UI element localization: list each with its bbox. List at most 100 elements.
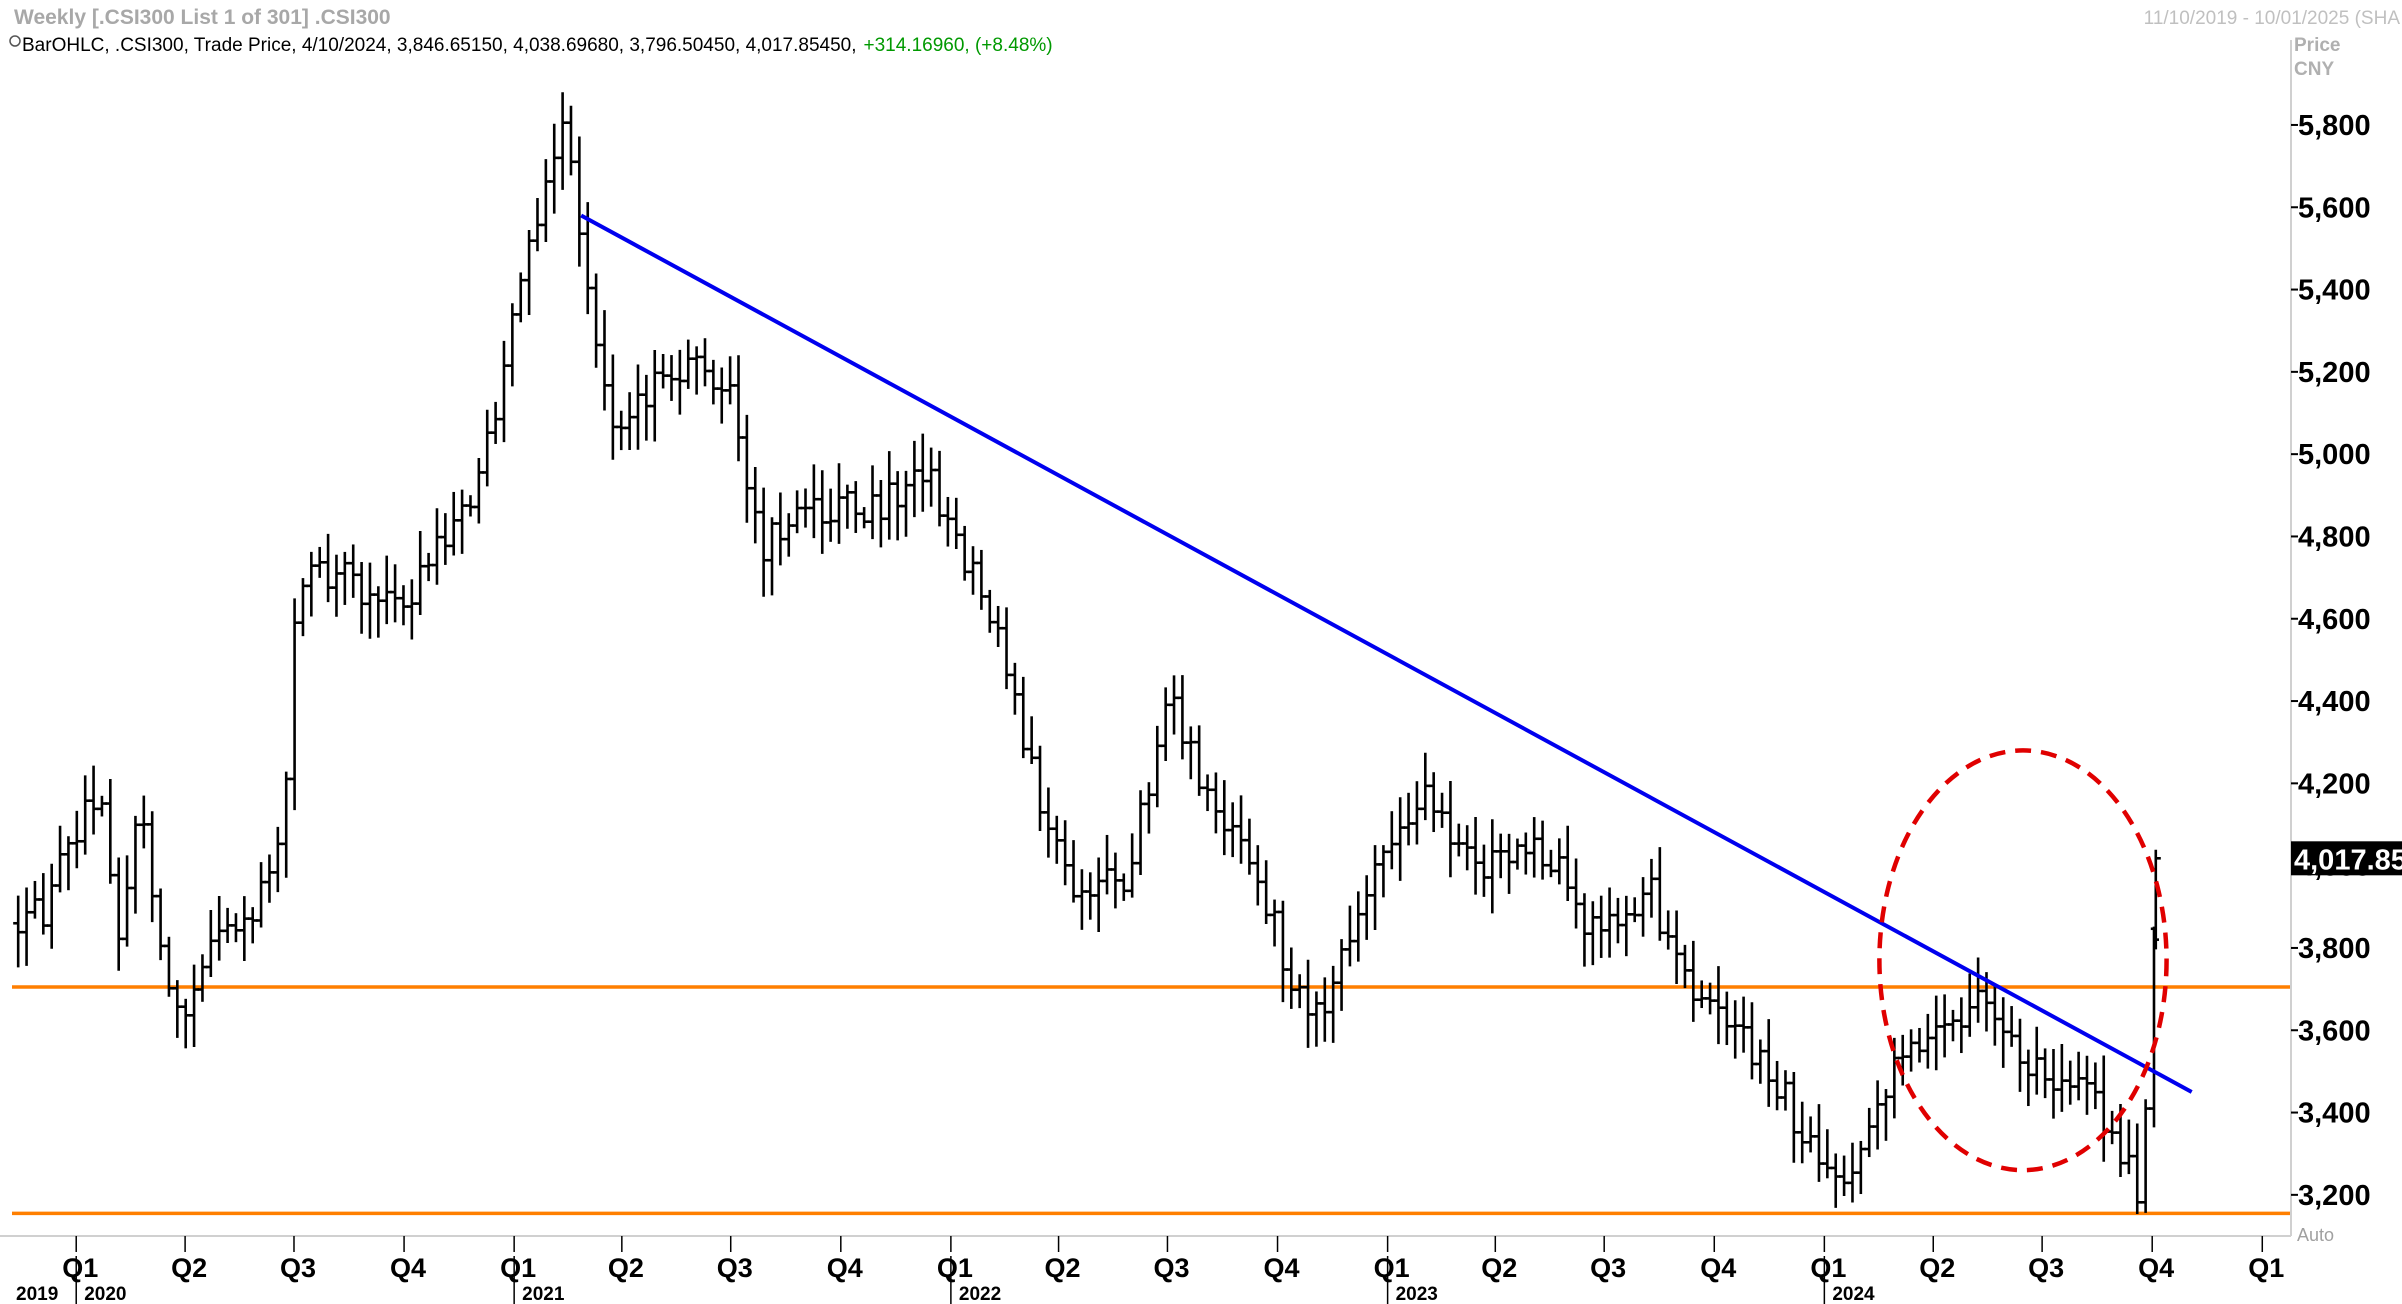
x-quarter-label: Q4 bbox=[1264, 1253, 1300, 1283]
x-quarter-label: Q1 bbox=[937, 1253, 973, 1283]
ohlc-bar bbox=[1185, 726, 1196, 780]
ohlc-bar bbox=[884, 451, 895, 540]
ohlc-bar bbox=[147, 811, 158, 923]
ohlc-bar bbox=[214, 896, 225, 961]
ohlc-bar bbox=[867, 465, 878, 540]
ohlc-bar bbox=[1621, 895, 1632, 957]
ohlc-bar bbox=[1001, 607, 1012, 690]
ohlc-bar bbox=[1453, 823, 1464, 857]
ohlc-bar bbox=[699, 338, 710, 387]
ohlc-bar bbox=[792, 490, 803, 534]
ohlc-bar bbox=[716, 367, 727, 424]
ohlc-bar bbox=[1897, 1034, 1908, 1086]
y-tick-label: 5,400 bbox=[2298, 275, 2371, 307]
ohlc-bar bbox=[1227, 802, 1238, 858]
ohlc-bar bbox=[1160, 687, 1171, 762]
ohlc-bar bbox=[1470, 816, 1481, 895]
ohlc-bar bbox=[272, 826, 283, 893]
ohlc-bar bbox=[1127, 833, 1138, 898]
ohlc-bar bbox=[306, 551, 317, 617]
ohlc-bar bbox=[775, 492, 786, 566]
ohlc-bar bbox=[926, 447, 937, 507]
ohlc-bar bbox=[1730, 1000, 1741, 1059]
ohlc-bar bbox=[942, 496, 953, 547]
ohlc-bar bbox=[725, 356, 736, 405]
ohlc-bar bbox=[398, 585, 409, 626]
y-tick-label: 5,200 bbox=[2298, 357, 2371, 389]
ohlc-bar bbox=[1830, 1153, 1841, 1208]
ohlc-bar bbox=[909, 440, 920, 518]
ohlc-bar bbox=[46, 863, 57, 949]
legend-line: BarOHLC, .CSI300, Trade Price, 4/10/2024… bbox=[22, 35, 1053, 56]
ohlc-bar bbox=[1328, 965, 1339, 1043]
ohlc-bar bbox=[524, 229, 535, 315]
ohlc-bar bbox=[490, 401, 501, 444]
ohlc-bar bbox=[55, 825, 66, 893]
ohlc-bar bbox=[691, 346, 702, 395]
ohlc-bar bbox=[917, 433, 928, 512]
ohlc-bar bbox=[205, 910, 216, 978]
ohlc-bar bbox=[356, 561, 367, 634]
ohlc-bar bbox=[1102, 834, 1113, 895]
legend: BarOHLC, .CSI300, Trade Price, 4/10/2024… bbox=[9, 35, 1053, 56]
ohlc-bar bbox=[1864, 1107, 1875, 1158]
ohlc-bar bbox=[557, 92, 568, 190]
ohlc-bar bbox=[565, 105, 576, 176]
ohlc-bar bbox=[767, 517, 778, 596]
x-quarter-label: Q1 bbox=[2248, 1253, 2284, 1283]
ohlc-bar bbox=[2006, 1006, 2017, 1047]
ohlc-bar bbox=[1554, 838, 1565, 885]
ohlc-bar bbox=[1663, 910, 1674, 950]
ohlc-bar bbox=[2107, 1110, 2118, 1145]
ohlc-bar bbox=[1143, 782, 1154, 834]
ohlc-bar bbox=[473, 458, 484, 524]
ohlc-bar bbox=[817, 470, 828, 554]
ohlc-bar bbox=[1813, 1104, 1824, 1182]
auto-scale-label[interactable]: Auto bbox=[2297, 1225, 2334, 1245]
y-tick-label: 3,200 bbox=[2298, 1180, 2371, 1212]
y-tick-label: 4,600 bbox=[2298, 604, 2371, 636]
x-quarter-label: Q1 bbox=[500, 1253, 536, 1283]
ohlc-bar bbox=[641, 374, 652, 441]
ohlc-bar bbox=[1989, 984, 2000, 1046]
ohlc-bar bbox=[1076, 869, 1087, 930]
x-quarter-label: Q4 bbox=[1700, 1253, 1736, 1283]
ohlc-bar bbox=[649, 349, 660, 442]
ohlc-bar bbox=[2040, 1048, 2051, 1099]
ohlc-bar bbox=[708, 359, 719, 405]
x-year-label: 2022 bbox=[959, 1284, 1001, 1304]
y-tick-label: 5,800 bbox=[2298, 110, 2371, 142]
ohlc-bar bbox=[758, 487, 769, 597]
ohlc-bar bbox=[1311, 991, 1322, 1047]
ohlc-bar bbox=[968, 546, 979, 595]
ohlc-bar bbox=[113, 857, 124, 971]
ohlc-bar bbox=[71, 810, 82, 869]
x-quarter-label: Q2 bbox=[171, 1253, 207, 1283]
ohlc-bar bbox=[264, 854, 275, 903]
x-quarter-label: Q3 bbox=[717, 1253, 753, 1283]
ohlc-bar bbox=[1805, 1116, 1816, 1153]
ohlc-bar bbox=[1252, 845, 1263, 906]
x-quarter-label: Q3 bbox=[1590, 1253, 1626, 1283]
ohlc-bar bbox=[381, 555, 392, 625]
ohlc-bar bbox=[1210, 772, 1221, 834]
ohlc-bar bbox=[1721, 991, 1732, 1046]
y-tick-label: 3,400 bbox=[2298, 1098, 2371, 1130]
ohlc-bar bbox=[2056, 1043, 2067, 1112]
ohlc-bar bbox=[1696, 980, 1707, 1009]
ohlc-bar bbox=[1755, 1039, 1766, 1084]
legend-marker-icon bbox=[9, 35, 21, 47]
x-quarter-label: Q1 bbox=[1374, 1253, 1410, 1283]
ohlc-bar bbox=[1487, 819, 1498, 914]
y-tick-label: 5,600 bbox=[2298, 192, 2371, 224]
ohlc-bar bbox=[2014, 1018, 2025, 1092]
ohlc-bar bbox=[984, 589, 995, 633]
ohlc-bar bbox=[230, 913, 241, 943]
ohlc-bar bbox=[1822, 1129, 1833, 1179]
ohlc-bar bbox=[406, 579, 417, 640]
ohlc-bar bbox=[21, 887, 32, 966]
trendline bbox=[580, 213, 2193, 1094]
ohlc-bar bbox=[1411, 781, 1422, 845]
ohlc-bar bbox=[1545, 849, 1556, 878]
